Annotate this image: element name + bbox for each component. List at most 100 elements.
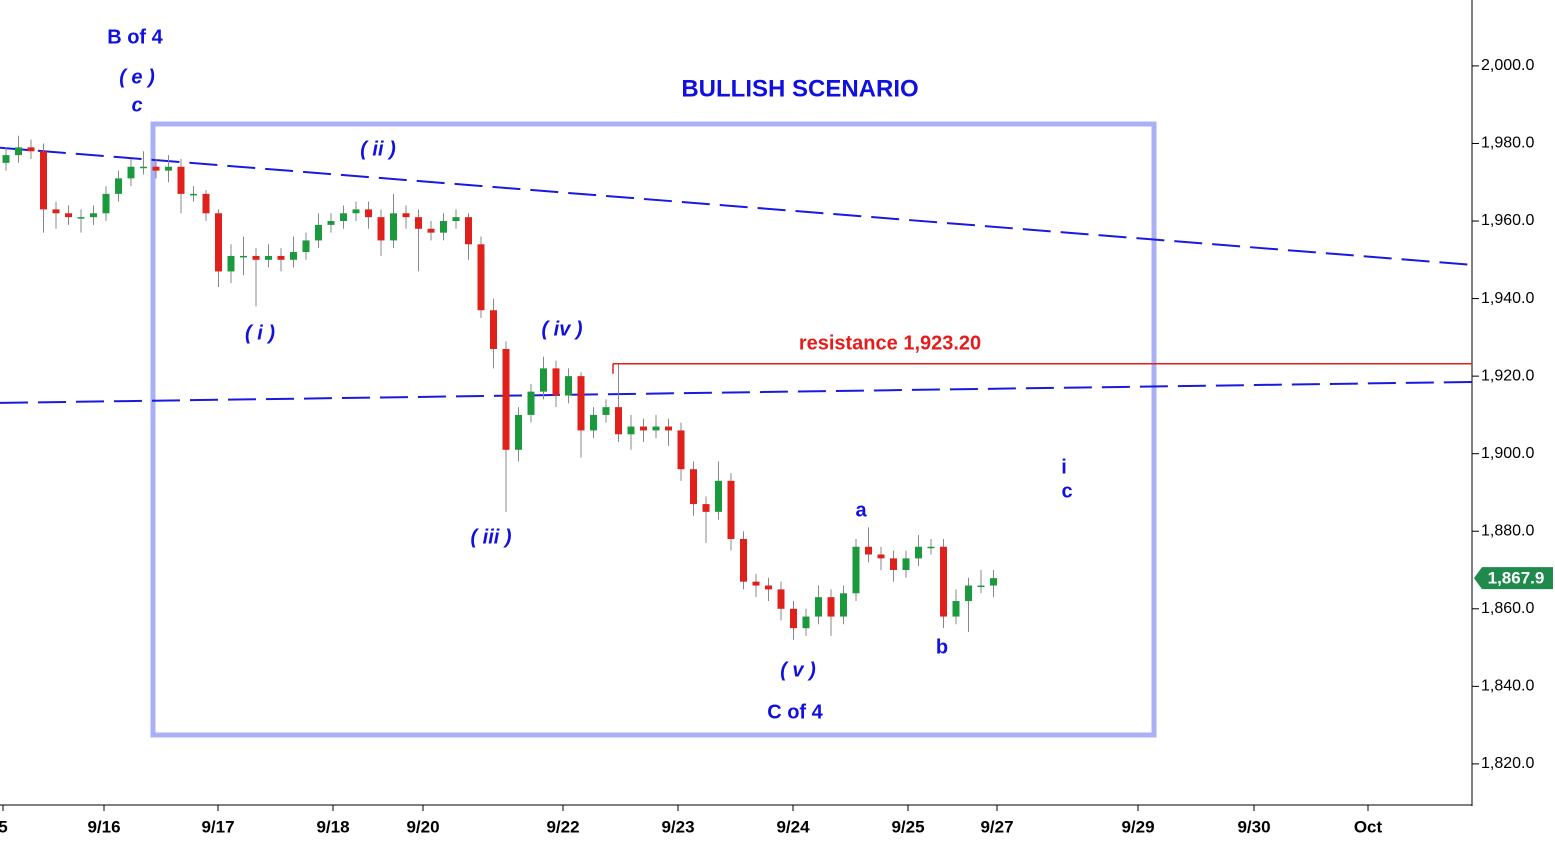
candle bbox=[840, 585, 847, 625]
candle bbox=[965, 577, 972, 633]
candle-body bbox=[827, 597, 835, 617]
trendline bbox=[0, 146, 1473, 266]
trendline bbox=[0, 380, 1473, 404]
candle-body bbox=[90, 213, 97, 218]
candle bbox=[877, 546, 885, 571]
candle-body bbox=[602, 407, 610, 415]
candle-body bbox=[577, 376, 585, 431]
candle-body bbox=[952, 601, 960, 617]
y-tick-label: 1,900.0 bbox=[1481, 445, 1534, 462]
candle bbox=[52, 201, 60, 229]
candle-body bbox=[877, 554, 885, 559]
candle bbox=[140, 151, 147, 175]
wave-label: ( iii ) bbox=[470, 526, 511, 548]
x-tick-label: 9/20 bbox=[406, 817, 439, 836]
candle-body bbox=[977, 585, 985, 588]
candle bbox=[127, 158, 135, 187]
last-price-tag bbox=[1474, 567, 1553, 590]
wave-label: B of 4 bbox=[107, 26, 163, 48]
candle bbox=[365, 201, 372, 229]
candle-body bbox=[2, 155, 10, 163]
candle bbox=[527, 383, 535, 423]
candle bbox=[652, 414, 660, 439]
y-tick-label: 1,820.0 bbox=[1481, 755, 1534, 772]
candle bbox=[352, 201, 360, 222]
candle bbox=[227, 244, 235, 284]
candle bbox=[802, 608, 810, 636]
candle-body bbox=[102, 193, 110, 214]
candle-body bbox=[402, 213, 410, 218]
candle-body bbox=[677, 430, 685, 470]
candle bbox=[815, 585, 822, 625]
candle-body bbox=[527, 391, 535, 415]
candle bbox=[65, 205, 72, 225]
candle bbox=[2, 147, 10, 171]
candle-body bbox=[490, 310, 497, 349]
candle-body bbox=[627, 426, 635, 435]
candle bbox=[415, 209, 422, 272]
wave-label: ( e ) bbox=[119, 66, 155, 88]
candle bbox=[327, 213, 335, 233]
candle-body bbox=[665, 426, 672, 431]
candle bbox=[165, 155, 172, 183]
candle-body bbox=[452, 217, 460, 222]
candle bbox=[590, 407, 597, 439]
x-tick-label: 9/29 bbox=[1121, 817, 1154, 836]
wave-label: ( ii ) bbox=[360, 138, 396, 160]
candle bbox=[215, 209, 222, 287]
wave-label: c bbox=[131, 94, 142, 116]
candle bbox=[665, 418, 672, 446]
candle-body bbox=[477, 244, 485, 311]
wave-label: a bbox=[855, 499, 867, 521]
candle bbox=[602, 399, 610, 423]
candle bbox=[265, 244, 272, 268]
candle-body bbox=[940, 546, 947, 617]
candle bbox=[552, 360, 560, 408]
candle-body bbox=[302, 240, 310, 253]
candle bbox=[190, 186, 197, 202]
candle-body bbox=[27, 147, 35, 152]
x-tick-label: 9/25 bbox=[891, 817, 924, 836]
candle-body bbox=[190, 193, 197, 196]
candle-body bbox=[252, 255, 260, 260]
candle-body bbox=[140, 166, 147, 169]
candle bbox=[990, 570, 997, 598]
candle bbox=[240, 236, 247, 276]
candle-body bbox=[777, 589, 785, 609]
x-tick-label: 9/23 bbox=[661, 817, 694, 836]
candle-body bbox=[415, 217, 422, 229]
candle bbox=[302, 232, 310, 260]
candle-body bbox=[52, 209, 60, 214]
candle bbox=[715, 461, 722, 520]
candle bbox=[790, 601, 797, 640]
chart-title: BULLISH SCENARIO bbox=[681, 75, 918, 102]
candle bbox=[490, 298, 497, 369]
candle-body bbox=[327, 221, 335, 225]
candle-body bbox=[377, 217, 385, 241]
candle bbox=[252, 248, 260, 307]
candle-body bbox=[752, 581, 760, 586]
wave-label: ( v ) bbox=[780, 659, 816, 681]
candle bbox=[827, 589, 835, 636]
candle-body bbox=[202, 193, 210, 214]
candle bbox=[515, 407, 522, 462]
candle-body bbox=[365, 209, 372, 218]
candle-body bbox=[215, 213, 222, 272]
candle-body bbox=[165, 166, 172, 171]
candle-body bbox=[865, 546, 872, 555]
candle-body bbox=[740, 538, 747, 582]
candle bbox=[102, 186, 110, 222]
candle-body bbox=[40, 151, 47, 210]
candle bbox=[902, 550, 910, 578]
candle bbox=[727, 473, 735, 551]
candle bbox=[477, 236, 485, 318]
candle bbox=[640, 418, 647, 443]
candle-body bbox=[240, 255, 247, 258]
candle bbox=[565, 368, 572, 404]
candle-body bbox=[640, 426, 647, 431]
candle-body bbox=[227, 255, 235, 272]
y-tick-label: 1,840.0 bbox=[1481, 678, 1534, 695]
candle bbox=[677, 422, 685, 481]
wave-label: C of 4 bbox=[767, 701, 823, 723]
